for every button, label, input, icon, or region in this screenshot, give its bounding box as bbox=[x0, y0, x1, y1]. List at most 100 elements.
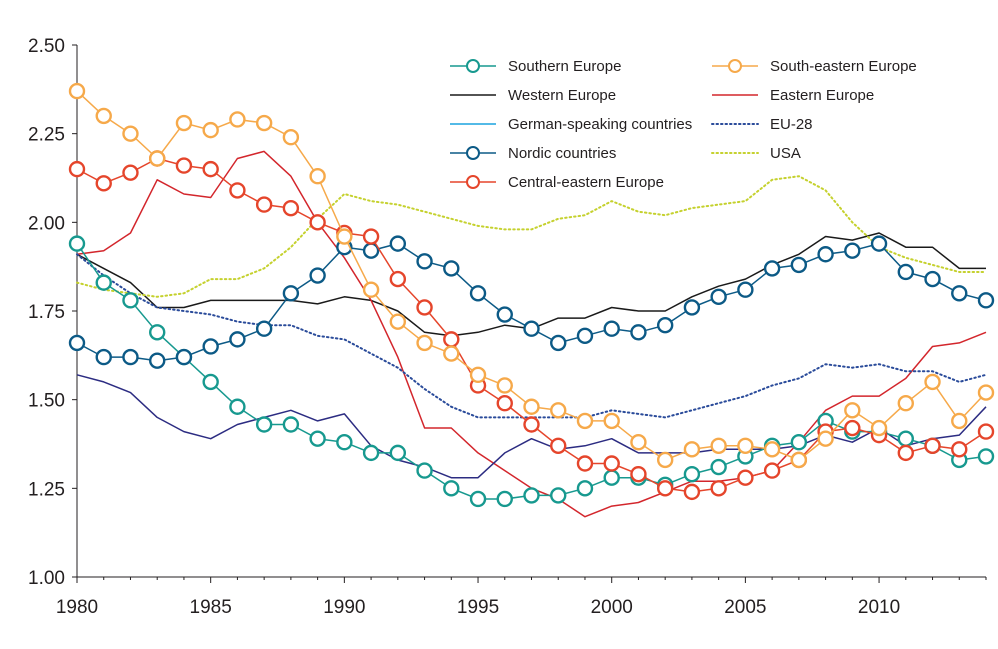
data-point bbox=[389, 270, 407, 288]
legend-item: Nordic countries bbox=[450, 145, 616, 162]
y-tick-label: 1.50 bbox=[28, 391, 65, 412]
data-point bbox=[977, 423, 995, 440]
data-point bbox=[362, 444, 380, 462]
series-markers-5 bbox=[68, 82, 995, 469]
series-line-9 bbox=[76, 374, 987, 479]
y-tick-label: 1.25 bbox=[28, 479, 65, 500]
y-tick-label: 2.25 bbox=[28, 125, 65, 146]
data-point bbox=[550, 487, 567, 504]
data-point bbox=[790, 451, 808, 469]
data-point bbox=[469, 285, 487, 302]
data-point bbox=[817, 246, 834, 263]
data-point bbox=[977, 292, 995, 309]
legend-item: Western Europe bbox=[450, 87, 616, 104]
data-point bbox=[603, 469, 620, 486]
legend-label: Eastern Europe bbox=[770, 87, 874, 104]
data-point bbox=[603, 455, 620, 472]
data-point bbox=[416, 253, 433, 270]
data-point bbox=[790, 256, 808, 274]
data-point bbox=[496, 490, 513, 508]
data-point bbox=[122, 125, 139, 142]
series-markers-3 bbox=[68, 235, 995, 369]
data-point bbox=[737, 437, 754, 454]
legend-item: Eastern Europe bbox=[712, 87, 874, 104]
data-point bbox=[844, 242, 861, 259]
x-tick-label: 1995 bbox=[457, 597, 499, 618]
data-point bbox=[68, 334, 86, 352]
series-line-0 bbox=[76, 243, 987, 500]
data-point bbox=[336, 228, 353, 245]
y-tick-label: 1.75 bbox=[28, 302, 65, 323]
data-point bbox=[550, 437, 567, 454]
data-point bbox=[656, 316, 674, 334]
data-point bbox=[362, 242, 380, 259]
data-point bbox=[576, 480, 594, 497]
data-point bbox=[924, 437, 941, 454]
data-point bbox=[175, 157, 193, 174]
legend-item: Central-eastern Europe bbox=[450, 174, 664, 191]
data-point bbox=[202, 373, 219, 391]
data-point bbox=[844, 402, 861, 419]
data-point bbox=[924, 270, 941, 288]
data-point bbox=[362, 228, 380, 245]
data-point bbox=[309, 267, 326, 284]
data-point bbox=[630, 324, 647, 341]
data-point bbox=[737, 469, 754, 486]
data-point bbox=[122, 164, 139, 181]
data-point bbox=[710, 480, 727, 497]
data-point bbox=[523, 487, 540, 504]
data-point bbox=[817, 430, 834, 447]
data-point bbox=[523, 398, 540, 415]
data-point bbox=[68, 160, 86, 178]
data-point bbox=[255, 416, 273, 433]
data-point bbox=[389, 444, 407, 462]
data-point bbox=[683, 465, 701, 483]
y-tick-label: 2.50 bbox=[28, 36, 65, 57]
data-point bbox=[389, 235, 407, 252]
data-point bbox=[496, 377, 513, 394]
data-point bbox=[897, 395, 914, 412]
data-point bbox=[175, 114, 193, 132]
data-point bbox=[790, 434, 808, 451]
legend-marker bbox=[466, 59, 480, 73]
data-point bbox=[977, 448, 995, 465]
legend-label: South-eastern Europe bbox=[770, 58, 917, 75]
data-point bbox=[202, 338, 219, 355]
data-point bbox=[630, 434, 647, 451]
data-point bbox=[362, 281, 380, 298]
data-point bbox=[443, 331, 460, 348]
data-point bbox=[443, 260, 460, 277]
data-point bbox=[95, 107, 112, 125]
legend-label: EU-28 bbox=[770, 116, 813, 133]
data-point bbox=[202, 121, 219, 139]
data-point bbox=[255, 196, 273, 213]
data-point bbox=[656, 480, 674, 497]
data-point bbox=[389, 313, 407, 330]
data-point bbox=[656, 451, 674, 469]
data-point bbox=[309, 430, 326, 447]
data-point bbox=[68, 235, 86, 252]
series-markers-4 bbox=[68, 150, 995, 501]
data-point bbox=[469, 490, 487, 508]
data-point bbox=[683, 299, 701, 316]
legend-marker bbox=[466, 175, 480, 189]
data-point bbox=[897, 430, 914, 447]
legend-label: USA bbox=[770, 145, 801, 162]
data-point bbox=[336, 434, 353, 451]
data-point bbox=[897, 444, 914, 462]
y-tick-label: 2.00 bbox=[28, 213, 65, 234]
data-point bbox=[175, 348, 193, 366]
data-point bbox=[763, 441, 781, 458]
legend-item: German-speaking countries bbox=[450, 116, 692, 133]
x-tick-label: 1985 bbox=[190, 597, 232, 618]
data-point bbox=[897, 263, 914, 281]
data-point bbox=[523, 416, 540, 433]
data-point bbox=[924, 373, 941, 391]
data-point bbox=[496, 306, 513, 323]
data-point bbox=[149, 352, 166, 369]
legend-label: Central-eastern Europe bbox=[508, 174, 664, 191]
data-point bbox=[951, 441, 968, 458]
data-point bbox=[229, 182, 246, 199]
data-point bbox=[763, 260, 781, 277]
